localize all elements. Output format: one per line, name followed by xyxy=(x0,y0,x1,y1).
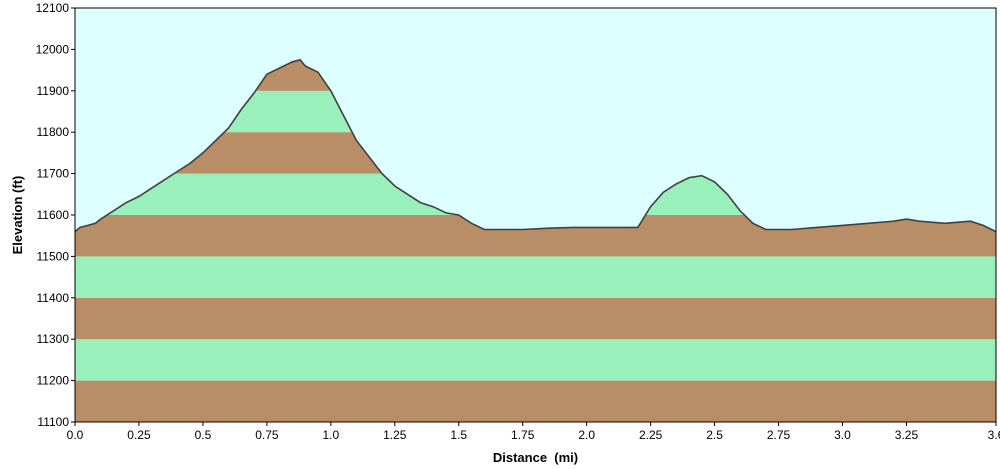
elevation-band xyxy=(75,256,996,298)
y-tick-label: 12100 xyxy=(36,1,70,15)
x-tick-label: 0.5 xyxy=(195,428,212,442)
x-tick-label: 1.5 xyxy=(450,428,467,442)
y-tick-label: 11400 xyxy=(37,291,70,305)
y-tick-label: 11600 xyxy=(37,208,70,222)
y-tick-label: 11200 xyxy=(37,374,70,388)
x-tick-label: 0.75 xyxy=(255,428,279,442)
y-axis: 11100 11200 11300 11400 11500 11600 11700 11800… xyxy=(36,1,75,429)
elevation-band xyxy=(75,380,996,422)
x-tick-label: 2.0 xyxy=(578,428,595,442)
x-tick-label: 0.25 xyxy=(127,428,151,442)
x-tick-label: 2.5 xyxy=(706,428,723,442)
elevation-profile-line xyxy=(75,58,996,233)
elevation-band xyxy=(75,339,996,381)
x-axis: 0.0 0.25 0.5 0.75 1.0 1.25 1.5 1.75 2.0 2.25 2.5 2.… xyxy=(67,422,1000,442)
x-tick-label: 3.25 xyxy=(895,428,919,442)
y-tick-label: 11900 xyxy=(37,84,70,98)
y-tick-label: 11100 xyxy=(37,415,69,429)
y-tick-label: 11700 xyxy=(37,167,70,181)
elevation-band xyxy=(75,297,996,340)
x-tick-label: 3.0 xyxy=(834,428,851,442)
y-tick-label: 11300 xyxy=(37,332,70,346)
y-tick-label: 11800 xyxy=(37,125,70,139)
x-axis-title: Distance (mi) xyxy=(493,450,578,465)
x-tick-label: 1.75 xyxy=(511,428,535,442)
x-tick-label: 2.75 xyxy=(767,428,791,442)
x-tick-label: 3.6 xyxy=(988,428,1000,442)
y-tick-label: 11500 xyxy=(37,249,70,263)
y-axis-title: Elevation (ft) xyxy=(10,176,25,255)
x-tick-label: 1.0 xyxy=(322,428,339,442)
y-tick-label: 12000 xyxy=(36,42,70,56)
x-tick-label: 1.25 xyxy=(383,428,407,442)
x-tick-label: 2.25 xyxy=(639,428,663,442)
x-tick-label: 0.0 xyxy=(67,428,84,442)
